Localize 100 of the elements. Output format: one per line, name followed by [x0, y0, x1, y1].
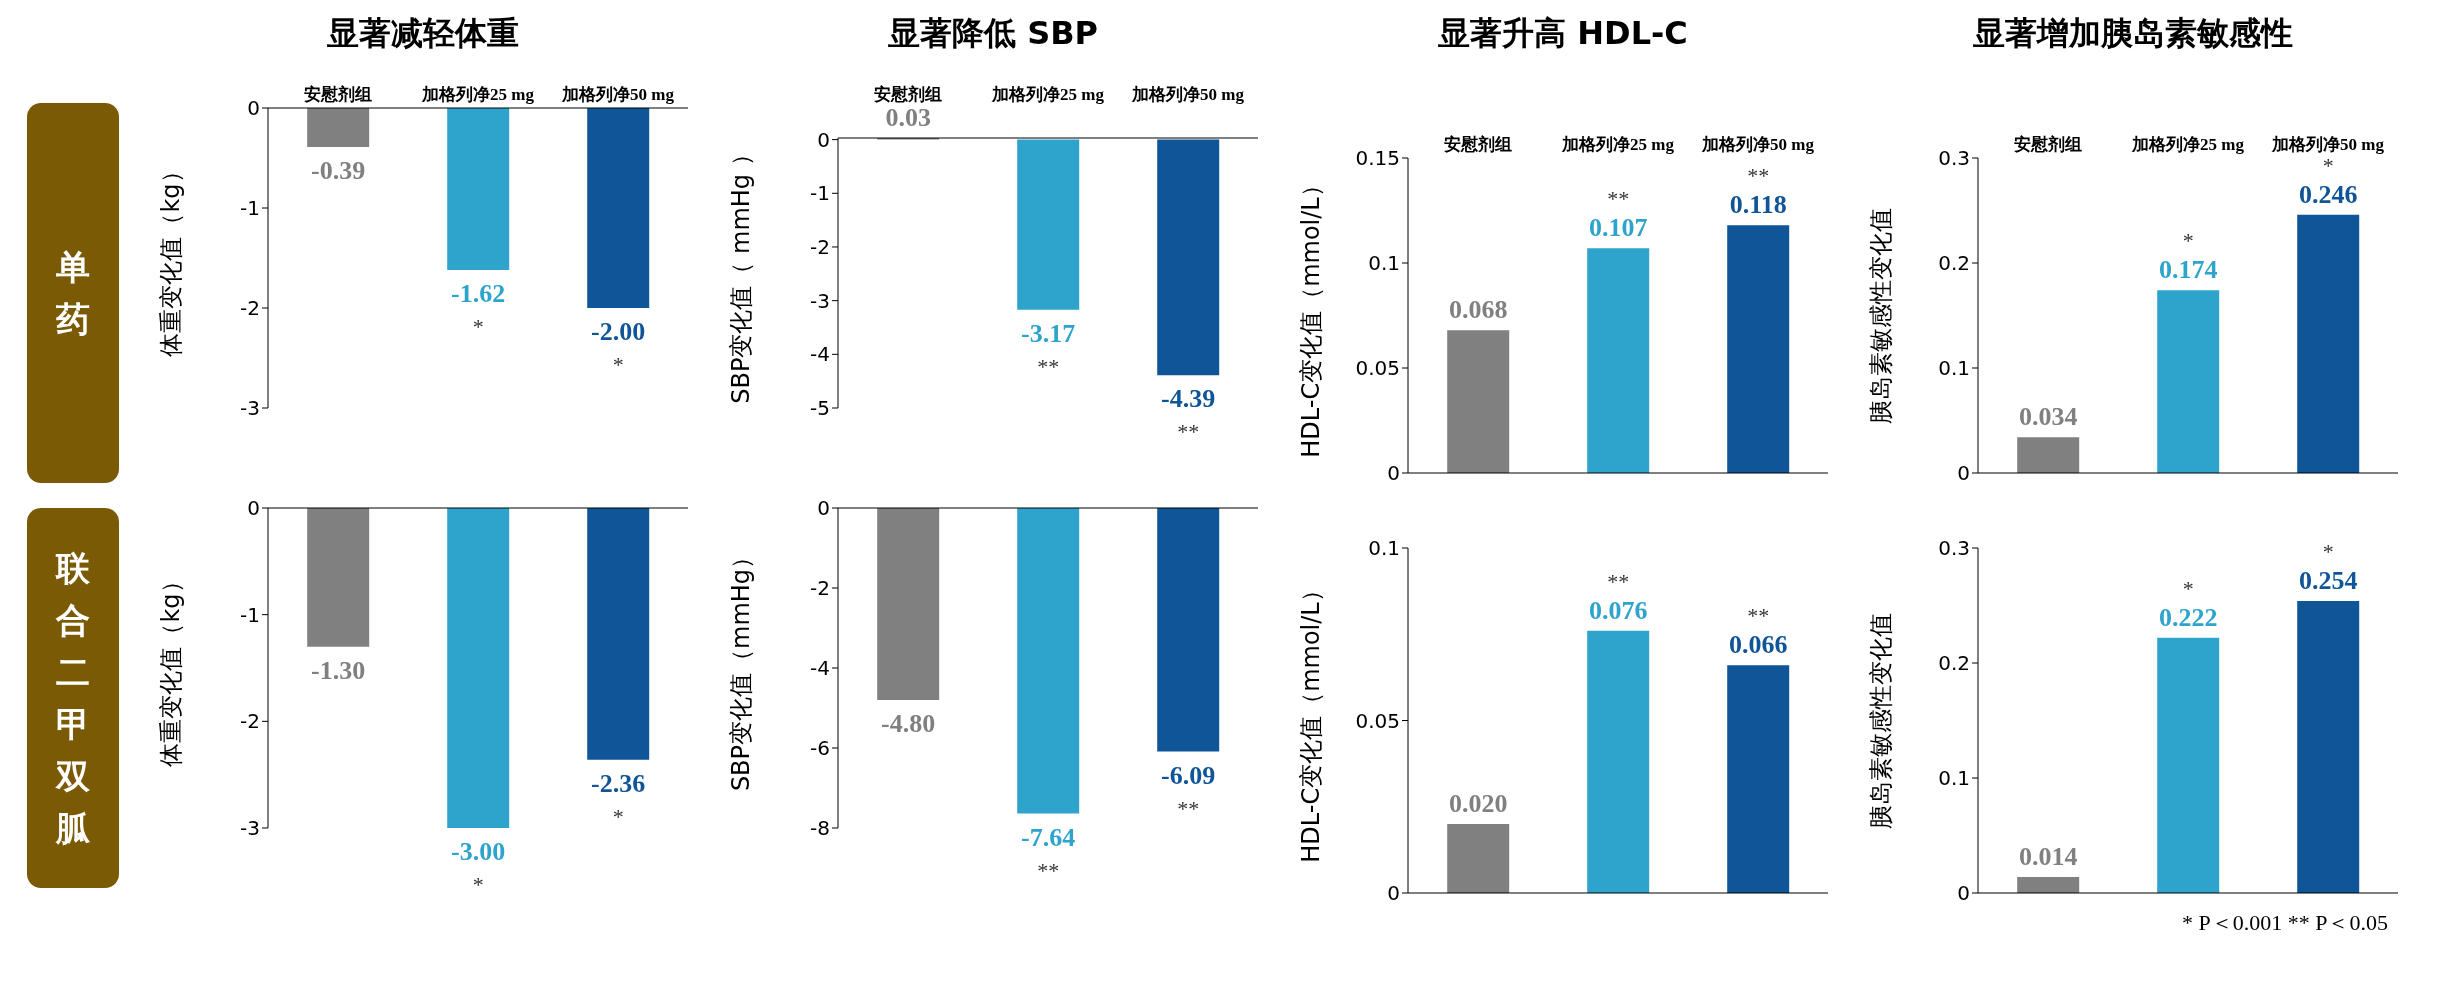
- y-tick-label: 0.15: [1355, 146, 1400, 171]
- data-label: 0.174: [2158, 255, 2218, 285]
- data-label: -1.62: [451, 279, 506, 308]
- data-label: 0.066: [1728, 630, 1788, 660]
- y-tick-label: -4: [810, 656, 830, 681]
- data-label: 0.020: [1448, 789, 1508, 818]
- data-label: -2.00: [591, 317, 646, 346]
- annotation: **: [1177, 419, 1200, 445]
- y-tick-label: 0.05: [1355, 356, 1400, 381]
- data-label: 0.246: [2298, 179, 2358, 209]
- y-tick-label: 0.05: [1355, 708, 1400, 733]
- y-tick-label: -2: [240, 709, 260, 734]
- data-label: -2.36: [591, 768, 646, 798]
- data-label: -4.80: [881, 709, 936, 738]
- y-tick-label: 0: [817, 127, 830, 152]
- data-label: 0.107: [1588, 213, 1648, 243]
- x-tick-label: 安慰剂组: [304, 85, 372, 104]
- y-tick-label: 0.1: [1938, 766, 1970, 791]
- text: 联合二甲双胍: [54, 547, 91, 850]
- annotation: **: [1747, 603, 1770, 629]
- x-tick-label: 加格列净25 mg: [421, 85, 535, 104]
- x-tick-label: 安慰剂组: [1444, 135, 1512, 154]
- text: 单药: [55, 246, 91, 341]
- data-label: 0.03: [885, 103, 931, 132]
- y-tick-label: 0: [247, 96, 260, 121]
- y-axis-title: HDL-C变化值（mmol/L）: [1296, 173, 1325, 458]
- y-tick-label: 0: [1387, 881, 1400, 906]
- y-tick-label: -3: [240, 396, 260, 421]
- annotation: *: [472, 314, 484, 339]
- annotation: *: [2182, 228, 2194, 254]
- data-label: -0.39: [311, 156, 366, 185]
- y-axis-title: HDL-C变化值（mmol/L）: [1296, 578, 1325, 863]
- y-axis-title: 体重变化值（kg）: [156, 159, 185, 357]
- y-tick-label: -2: [810, 235, 830, 260]
- y-tick-label: -5: [810, 396, 830, 421]
- annotation: *: [612, 352, 624, 377]
- y-tick-label: -1: [810, 181, 830, 206]
- y-tick-label: 0: [247, 496, 260, 521]
- annotation: **: [1607, 568, 1630, 594]
- data-label: -4.39: [1161, 384, 1216, 414]
- data-label: 0.222: [2158, 602, 2218, 632]
- y-tick-label: 0.3: [1938, 536, 1970, 561]
- data-label: -3.00: [451, 837, 506, 866]
- data-label: 0.014: [2018, 841, 2078, 871]
- y-tick-label: -4: [810, 342, 830, 367]
- y-tick-label: -6: [810, 736, 830, 761]
- data-label: 0.076: [1588, 595, 1648, 625]
- x-tick-label: 加格列净50 mg: [1131, 85, 1245, 104]
- y-tick-label: -1: [240, 196, 260, 221]
- chart-title: 显著降低 SBP: [887, 13, 1099, 54]
- annotation: **: [1177, 795, 1200, 821]
- y-tick-label: -2: [810, 576, 830, 601]
- chart-title: 显著升高 HDL-C: [1437, 13, 1689, 54]
- data-label: -3.17: [1021, 318, 1076, 348]
- y-tick-label: 0: [817, 496, 830, 521]
- data-label: -7.64: [1021, 822, 1076, 852]
- y-axis-title: SBP变化值（mmHg）: [726, 544, 755, 792]
- y-tick-label: 0: [1387, 461, 1400, 486]
- y-axis-title: SBP变化值（ mmHg ）: [726, 142, 755, 404]
- x-tick-label: 加格列净25 mg: [991, 85, 1105, 104]
- annotation: **: [1607, 186, 1630, 212]
- y-tick-label: 0.1: [1368, 536, 1400, 561]
- data-label: 0.254: [2298, 565, 2358, 595]
- data-label: -6.09: [1161, 760, 1216, 790]
- x-tick-label: 加格列净25 mg: [2131, 135, 2245, 154]
- x-tick-label: 加格列净50 mg: [1701, 135, 1815, 154]
- annotation: **: [1037, 857, 1060, 883]
- y-axis-title: 体重变化值（kg）: [156, 569, 185, 767]
- y-axis-title: 胰岛素敏感性变化值: [1866, 207, 1895, 424]
- data-label: 0.068: [1448, 295, 1508, 325]
- annotation: *: [2182, 575, 2194, 601]
- y-tick-label: 0.1: [1368, 251, 1400, 276]
- x-tick-label: 加格列净50 mg: [561, 85, 675, 104]
- text: * P＜0.001 ** P＜0.05: [2181, 909, 2389, 937]
- y-tick-label: -3: [810, 288, 830, 313]
- x-tick-label: 加格列净50 mg: [2271, 135, 2385, 154]
- chart-title: 显著增加胰岛素敏感性: [1972, 13, 2294, 54]
- annotation: *: [2322, 152, 2334, 178]
- y-tick-label: -3: [240, 816, 260, 841]
- x-tick-label: 安慰剂组: [874, 85, 942, 104]
- x-tick-label: 安慰剂组: [2014, 135, 2082, 154]
- y-tick-label: 0.3: [1938, 146, 1970, 171]
- y-tick-label: 0.1: [1938, 356, 1970, 381]
- y-tick-label: 0: [1957, 461, 1970, 486]
- y-tick-label: -8: [810, 816, 830, 841]
- x-tick-label: 加格列净25 mg: [1561, 135, 1675, 154]
- annotation: *: [612, 803, 624, 829]
- data-label: -1.30: [311, 655, 366, 685]
- annotation: **: [1037, 353, 1060, 379]
- data-label: 0.118: [1729, 190, 1787, 220]
- y-tick-label: 0.2: [1938, 251, 1970, 276]
- y-axis-title: 胰岛素敏感性变化值: [1866, 612, 1895, 829]
- annotation: *: [2322, 538, 2334, 564]
- y-tick-label: -1: [240, 602, 260, 627]
- chart-title: 显著减轻体重: [326, 13, 520, 54]
- data-label: 0.034: [2018, 402, 2078, 432]
- y-tick-label: 0.2: [1938, 651, 1970, 676]
- y-tick-label: 0: [1957, 881, 1970, 906]
- annotation: *: [472, 872, 484, 897]
- y-tick-label: -2: [240, 296, 260, 321]
